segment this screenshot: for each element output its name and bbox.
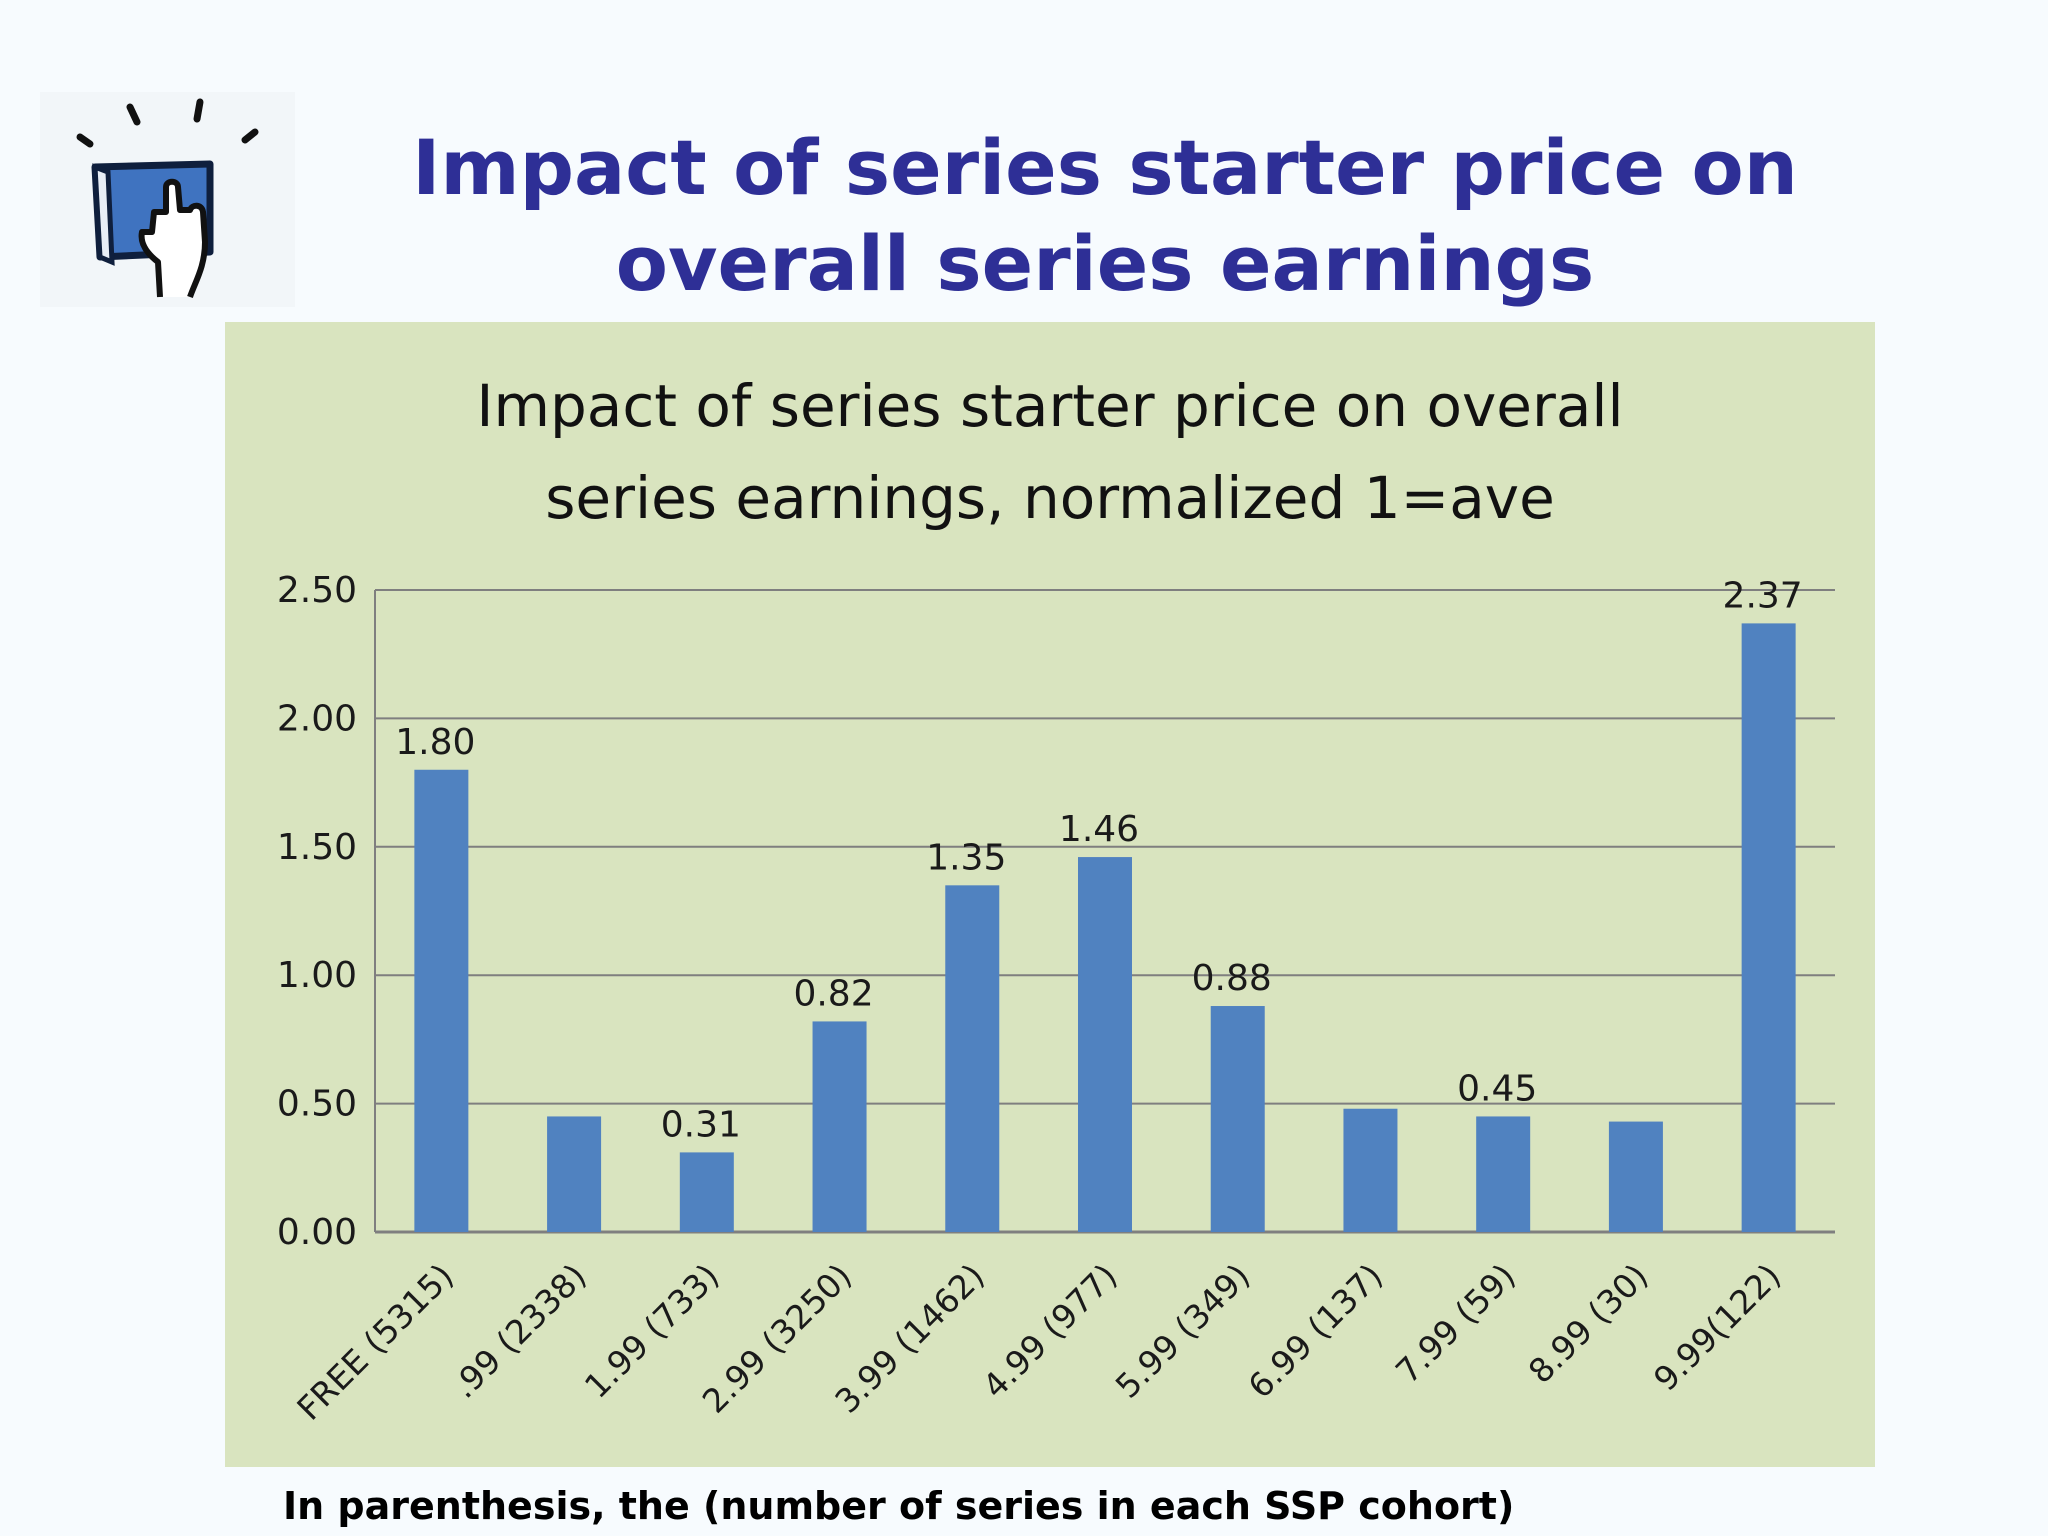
bar <box>1210 1006 1265 1232</box>
chart-title: Impact of series starter price on overal… <box>225 360 1875 544</box>
data-label: 1.35 <box>926 837 1006 878</box>
y-tick-label: 2.50 <box>277 570 357 611</box>
bar <box>1608 1121 1663 1232</box>
bar <box>945 885 1000 1232</box>
chart-title-line2: series earnings, normalized 1=ave <box>545 464 1555 532</box>
chart-title-line1: Impact of series starter price on overal… <box>476 372 1624 440</box>
category-label: 8.99 (30) <box>1521 1256 1656 1391</box>
y-tick-label: 0.50 <box>277 1084 357 1125</box>
chart-panel: Impact of series starter price on overal… <box>225 322 1875 1467</box>
category-label: FREE (5315) <box>289 1256 461 1428</box>
y-axis-tick-labels: 0.00 0.50 1.00 1.50 2.00 2.50 <box>277 570 357 1253</box>
bars <box>414 623 1796 1232</box>
category-label: 4.99 (977) <box>975 1256 1125 1406</box>
data-label: 1.46 <box>1059 809 1139 850</box>
category-label: .99 (2338) <box>444 1256 594 1406</box>
bar <box>547 1116 602 1232</box>
bar <box>1741 623 1796 1232</box>
footnote: In parenthesis, the (number of series in… <box>283 1484 1515 1528</box>
slide-title-line2: overall series earnings <box>615 219 1595 308</box>
category-label: 9.99(122) <box>1646 1256 1788 1398</box>
y-tick-label: 0.00 <box>277 1212 357 1253</box>
slide-title: Impact of series starter price on overal… <box>330 120 1880 312</box>
bar <box>812 1021 867 1232</box>
data-label: 1.80 <box>395 722 475 763</box>
y-tick-label: 1.50 <box>277 827 357 868</box>
category-label: 7.99 (59) <box>1388 1256 1523 1391</box>
bar <box>1476 1116 1531 1232</box>
bar <box>1343 1108 1398 1232</box>
data-label: 2.37 <box>1723 575 1803 616</box>
hand-on-book-icon <box>76 98 259 298</box>
category-labels: FREE (5315).99 (2338)1.99 (733)2.99 (325… <box>289 1256 1788 1428</box>
bar-chart: 0.00 0.50 1.00 1.50 2.00 2.50 1.80 0.31 0.82 1.3… <box>277 570 1835 1428</box>
bar <box>414 769 469 1232</box>
bar <box>679 1152 734 1232</box>
data-label: 0.31 <box>661 1104 741 1145</box>
y-tick-label: 2.00 <box>277 698 357 739</box>
data-label: 0.88 <box>1192 958 1272 999</box>
data-labels: 1.80 0.31 0.82 1.35 1.46 0.88 0.45 2.37 <box>395 575 1802 1145</box>
y-tick-label: 1.00 <box>277 955 357 996</box>
slide-title-line1: Impact of series starter price on <box>412 123 1798 212</box>
category-label: 6.99 (137) <box>1240 1256 1390 1406</box>
data-label: 0.45 <box>1457 1068 1537 1109</box>
bar <box>1078 857 1132 1232</box>
category-label: 5.99 (349) <box>1108 1256 1258 1406</box>
data-label: 0.82 <box>793 973 873 1014</box>
logo <box>40 92 295 307</box>
